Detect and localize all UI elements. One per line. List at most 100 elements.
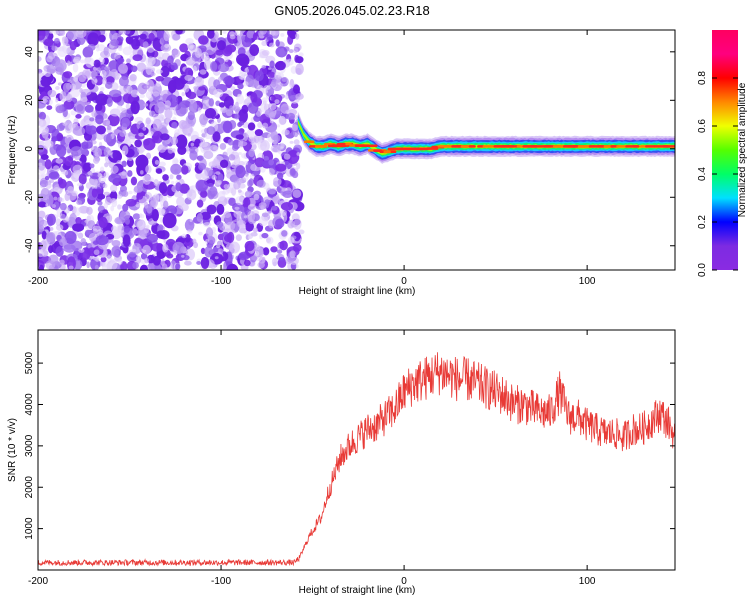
- noise-dot: [289, 250, 296, 259]
- noise-dot: [62, 36, 69, 46]
- noise-dot: [38, 216, 45, 227]
- noise-dot: [274, 99, 280, 104]
- noise-dot: [118, 259, 123, 265]
- noise-dot: [292, 189, 302, 198]
- noise-dot: [97, 200, 103, 206]
- noise-dot: [75, 114, 82, 119]
- noise-dot: [286, 149, 300, 164]
- noise-dot: [187, 91, 197, 100]
- noise-dot: [55, 144, 67, 158]
- noise-dot: [248, 79, 259, 88]
- noise-dot: [207, 183, 214, 188]
- noise-dot: [242, 81, 249, 87]
- noise-dot: [40, 75, 52, 88]
- noise-dot: [152, 113, 160, 121]
- noise-dot: [287, 236, 295, 244]
- noise-dot: [127, 136, 136, 144]
- noise-dot: [229, 34, 236, 40]
- noise-dot: [63, 170, 69, 176]
- noise-dot: [116, 105, 123, 112]
- noise-dot: [106, 125, 112, 131]
- noise-dot: [96, 193, 106, 200]
- noise-dot: [214, 31, 219, 40]
- noise-dot: [45, 231, 56, 243]
- noise-dot: [270, 144, 282, 153]
- snr-x-label: Height of straight line (km): [299, 585, 416, 596]
- noise-dot: [254, 129, 263, 137]
- noise-dot: [293, 43, 302, 52]
- noise-dot: [247, 102, 259, 114]
- noise-dot: [47, 89, 57, 98]
- noise-dot: [217, 248, 224, 255]
- noise-dot: [234, 113, 240, 120]
- noise-dot: [55, 85, 60, 90]
- noise-dot: [89, 172, 93, 176]
- noise-dot: [152, 118, 162, 131]
- noise-dot: [247, 203, 256, 211]
- noise-dot: [198, 162, 207, 171]
- noise-dot: [266, 34, 273, 41]
- noise-dot: [92, 225, 101, 232]
- noise-dot: [40, 154, 49, 160]
- noise-dot: [80, 97, 88, 103]
- noise-dot: [136, 192, 144, 200]
- snr-panel: -200 -100 0 100 1000 2000 3000 4000 5000 Height…: [7, 329, 676, 596]
- noise-dot: [279, 47, 285, 58]
- noise-dot: [272, 195, 281, 204]
- noise-dot: [248, 148, 255, 158]
- noise-dot: [214, 179, 219, 186]
- snr-y-label: SNR (10 * v/v): [7, 418, 18, 482]
- noise-dot: [98, 34, 106, 43]
- noise-dot: [195, 76, 205, 87]
- noise-dot: [109, 89, 122, 98]
- noise-dot: [38, 250, 45, 258]
- noise-dot: [141, 147, 146, 152]
- noise-dot: [271, 205, 278, 211]
- snr-frame: [37, 329, 676, 571]
- noise-dot: [145, 164, 152, 174]
- noise-dot: [41, 230, 47, 240]
- noise-dot: [214, 256, 219, 260]
- noise-dot: [175, 30, 183, 35]
- ridge-band: [297, 111, 675, 164]
- noise-dot: [233, 180, 241, 190]
- noise-dot: [288, 49, 294, 54]
- noise-dot: [56, 123, 65, 132]
- noise-dot: [208, 239, 214, 247]
- noise-dot: [235, 195, 245, 206]
- noise-dot: [160, 122, 168, 128]
- noise-dot: [57, 45, 68, 57]
- colorbar-tick-label: 0.2: [697, 215, 708, 229]
- noise-dot: [218, 63, 230, 73]
- y-tick-label: 40: [24, 46, 35, 58]
- noise-dot: [189, 146, 196, 154]
- noise-dot: [145, 56, 156, 66]
- noise-dot: [270, 246, 278, 253]
- noise-dot: [55, 224, 64, 231]
- y-tick-label: 20: [24, 94, 35, 106]
- noise-dot: [156, 30, 165, 38]
- noise-dot: [291, 124, 298, 131]
- noise-dot: [129, 74, 137, 82]
- noise-dot: [205, 239, 210, 244]
- noise-dot: [93, 185, 98, 190]
- noise-dot: [238, 108, 248, 124]
- noise-dot: [271, 93, 283, 103]
- noise-dot: [184, 260, 192, 266]
- noise-dot: [125, 103, 130, 110]
- noise-dot: [173, 191, 184, 198]
- noise-dot: [276, 172, 284, 180]
- noise-dot: [298, 229, 305, 235]
- noise-dot: [289, 30, 297, 40]
- noise-dot: [223, 211, 232, 218]
- noise-dot: [80, 237, 87, 246]
- noise-dot: [85, 125, 98, 135]
- noise-dot: [49, 179, 54, 184]
- noise-dot: [88, 122, 93, 126]
- noise-dot: [287, 219, 295, 229]
- noise-dot: [244, 190, 252, 198]
- noise-dot: [81, 68, 92, 79]
- y-tick-label: -40: [24, 238, 35, 253]
- noise-dot: [86, 261, 90, 269]
